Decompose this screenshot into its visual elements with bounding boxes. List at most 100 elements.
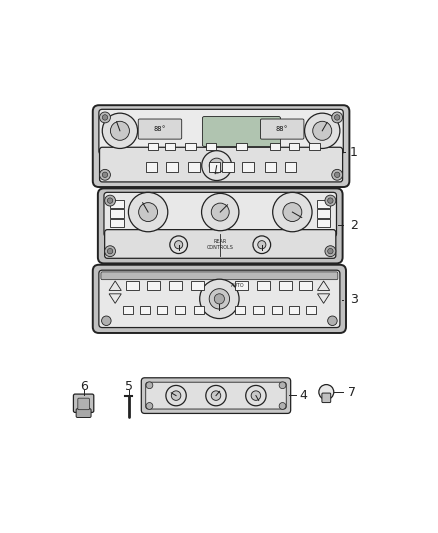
Bar: [235, 281, 248, 290]
Bar: [146, 162, 157, 172]
FancyBboxPatch shape: [146, 382, 286, 409]
Bar: [309, 143, 319, 150]
Circle shape: [319, 385, 334, 400]
Circle shape: [128, 192, 168, 232]
FancyBboxPatch shape: [104, 192, 336, 237]
FancyBboxPatch shape: [202, 117, 280, 147]
Bar: [285, 162, 297, 172]
Circle shape: [332, 169, 343, 180]
Circle shape: [102, 115, 108, 120]
Circle shape: [209, 289, 230, 309]
FancyBboxPatch shape: [261, 119, 304, 139]
Circle shape: [325, 246, 336, 256]
Bar: [206, 143, 216, 150]
Text: 1: 1: [350, 146, 358, 158]
Bar: [243, 162, 254, 172]
Bar: [123, 306, 133, 314]
Circle shape: [211, 391, 221, 400]
Bar: [289, 306, 299, 314]
Bar: [289, 143, 299, 150]
Circle shape: [328, 198, 333, 203]
FancyBboxPatch shape: [322, 393, 331, 402]
Bar: [317, 219, 330, 227]
Circle shape: [304, 113, 340, 149]
Circle shape: [325, 195, 336, 206]
Circle shape: [251, 391, 261, 400]
Circle shape: [200, 279, 239, 319]
Bar: [165, 143, 175, 150]
Text: 4: 4: [299, 389, 307, 402]
Circle shape: [99, 112, 110, 123]
Circle shape: [105, 246, 116, 256]
FancyBboxPatch shape: [138, 119, 182, 139]
FancyBboxPatch shape: [101, 272, 338, 280]
Circle shape: [279, 402, 286, 409]
Bar: [235, 306, 245, 314]
Circle shape: [335, 115, 340, 120]
FancyBboxPatch shape: [74, 394, 94, 413]
Bar: [191, 281, 204, 290]
Circle shape: [209, 158, 224, 173]
Circle shape: [166, 385, 186, 406]
Circle shape: [283, 203, 302, 222]
Circle shape: [328, 248, 333, 254]
Circle shape: [146, 402, 153, 409]
Circle shape: [202, 151, 232, 181]
Text: 88°: 88°: [154, 126, 166, 132]
Bar: [110, 219, 124, 227]
Circle shape: [110, 122, 130, 140]
FancyBboxPatch shape: [93, 105, 350, 187]
FancyBboxPatch shape: [99, 147, 343, 182]
Text: 88°: 88°: [276, 126, 289, 132]
Circle shape: [206, 385, 226, 406]
Circle shape: [253, 236, 271, 254]
Circle shape: [107, 248, 113, 254]
Circle shape: [175, 241, 183, 249]
Bar: [188, 162, 200, 172]
Circle shape: [313, 122, 332, 140]
Circle shape: [99, 169, 110, 180]
Text: 5: 5: [125, 381, 133, 393]
Bar: [127, 281, 139, 290]
Bar: [257, 281, 270, 290]
Circle shape: [170, 236, 187, 254]
Bar: [265, 162, 276, 172]
FancyBboxPatch shape: [98, 188, 343, 263]
Bar: [253, 306, 264, 314]
Bar: [147, 281, 159, 290]
Circle shape: [107, 198, 113, 203]
Bar: [194, 306, 204, 314]
Circle shape: [102, 172, 108, 177]
Bar: [317, 200, 330, 208]
Bar: [272, 306, 282, 314]
Circle shape: [146, 382, 153, 389]
Text: REAR
CONTROLS: REAR CONTROLS: [207, 239, 233, 250]
Circle shape: [105, 195, 116, 206]
Circle shape: [211, 203, 229, 221]
Bar: [110, 209, 124, 217]
Bar: [169, 281, 182, 290]
Circle shape: [273, 192, 312, 232]
FancyBboxPatch shape: [93, 265, 346, 333]
Bar: [110, 200, 124, 208]
Bar: [300, 281, 312, 290]
Text: 2: 2: [350, 219, 358, 231]
FancyBboxPatch shape: [99, 109, 343, 155]
FancyBboxPatch shape: [105, 230, 336, 259]
Bar: [306, 306, 316, 314]
Circle shape: [328, 316, 337, 326]
Bar: [140, 306, 150, 314]
Circle shape: [102, 113, 138, 149]
Circle shape: [332, 112, 343, 123]
Circle shape: [279, 382, 286, 389]
Bar: [166, 162, 178, 172]
Text: 3: 3: [350, 293, 358, 306]
Bar: [237, 143, 247, 150]
Circle shape: [201, 193, 239, 231]
Circle shape: [335, 172, 340, 177]
Bar: [175, 306, 185, 314]
Circle shape: [171, 391, 181, 400]
FancyBboxPatch shape: [99, 270, 340, 328]
Bar: [279, 281, 292, 290]
Bar: [317, 209, 330, 217]
